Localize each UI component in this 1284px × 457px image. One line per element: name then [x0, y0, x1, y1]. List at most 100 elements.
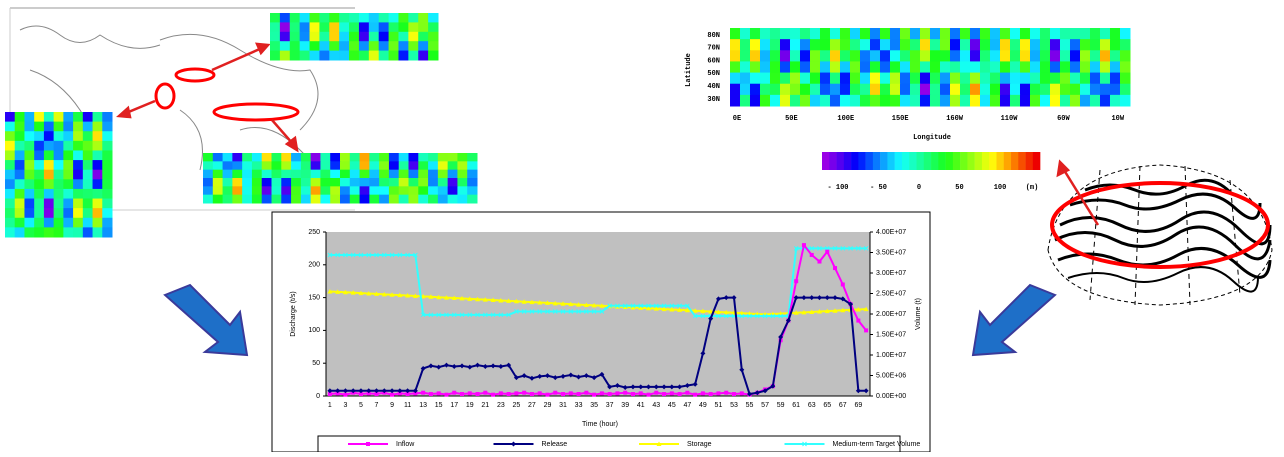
heatmap-cell [1120, 61, 1131, 73]
heatmap-cell [213, 161, 223, 170]
heatmap-cell [740, 28, 751, 40]
marker [514, 391, 518, 395]
heatmap-cell [990, 39, 1001, 51]
heatmap-cell [213, 170, 223, 179]
heatmap-cell [73, 141, 83, 151]
heatmap-cell [760, 73, 771, 85]
heatmap-cell [820, 73, 831, 85]
colorbar-swatch [946, 152, 954, 170]
heatmap-cell [232, 186, 242, 195]
heatmap-cell [1080, 39, 1091, 51]
heatmap-cell [102, 122, 112, 132]
marker [817, 260, 821, 264]
heatmap-cell [311, 170, 321, 179]
heatmap-cell [457, 170, 467, 179]
heatmap-cell [940, 50, 951, 62]
x-tick-label: 33 [575, 402, 583, 409]
heatmap-cell [1030, 61, 1041, 73]
heatmap-cell [990, 84, 1001, 96]
y2-tick-label: 3.00E+07 [876, 270, 906, 277]
heatmap-cell [980, 84, 991, 96]
heatmap-cell [350, 178, 360, 187]
heatmap-cell [1090, 84, 1101, 96]
heatmap-cell [990, 50, 1001, 62]
heatmap-cell [93, 227, 103, 237]
heatmap-cell [339, 41, 349, 51]
marker [429, 392, 433, 396]
heatmap-cell [438, 170, 448, 179]
x-tick-label: 9 [390, 402, 394, 409]
heatmap-cell [369, 186, 379, 195]
heatmap-cell [1090, 28, 1101, 40]
heatmap-cell [1020, 61, 1031, 73]
heatmap-cell [910, 84, 921, 96]
x-axis-title: Time (hour) [582, 421, 618, 428]
heatmap-cell [389, 13, 399, 23]
heatmap-cell [301, 186, 311, 195]
heatmap-cell [242, 195, 252, 204]
heatmap-cell [1120, 39, 1131, 51]
heatmap-cell [102, 218, 112, 228]
heatmap-cell [203, 161, 213, 170]
heatmap-cell [349, 41, 359, 51]
heatmap-cell [54, 150, 64, 160]
longitude-label: 100E [837, 115, 854, 123]
heatmap-cell [203, 153, 213, 162]
heatmap-cell [301, 178, 311, 187]
heatmap-cell [379, 178, 389, 187]
heatmap-cell [740, 39, 751, 51]
heatmap-cell [409, 153, 419, 162]
marker [701, 391, 705, 395]
heatmap-cell [223, 195, 233, 204]
heatmap-cell [34, 189, 44, 199]
legend-label: Medium-term Target Volume [833, 441, 921, 448]
heatmap-cell [810, 28, 821, 40]
heatmap-cell [890, 95, 901, 107]
heatmap-cell [1000, 61, 1011, 73]
heatmap-cell [5, 179, 15, 189]
heatmap-cell [780, 73, 791, 85]
colorbar-label: 50 [955, 184, 963, 192]
heatmap-cell [830, 61, 841, 73]
heatmap-cell [1000, 39, 1011, 51]
heatmap-cell [350, 195, 360, 204]
heatmap-cell [1110, 50, 1121, 62]
heatmap-cell [428, 195, 438, 204]
heatmap-cell [1040, 61, 1051, 73]
marker [530, 392, 534, 396]
heatmap-cell [790, 95, 801, 107]
heatmap-cell [270, 22, 280, 32]
heatmap-cell [54, 218, 64, 228]
heatmap-cell [24, 208, 34, 218]
marker [561, 392, 565, 396]
heatmap-cell [467, 153, 477, 162]
heatmap-cell [5, 141, 15, 151]
x-tick-label: 13 [419, 402, 427, 409]
longitude-label: 110W [1001, 115, 1019, 123]
heatmap-cell [920, 50, 931, 62]
colorbar-swatch [902, 152, 910, 170]
heatmap-cell [1070, 50, 1081, 62]
heatmap-cell [330, 161, 340, 170]
heatmap-cell [339, 32, 349, 42]
heatmap-cell [349, 51, 359, 61]
heatmap-cell [34, 141, 44, 151]
heatmap-cell [223, 161, 233, 170]
x-tick-label: 59 [777, 402, 785, 409]
heatmap-cell [339, 13, 349, 23]
heatmap-cell [93, 170, 103, 180]
heatmap-cell [15, 131, 25, 141]
heatmap-cell [252, 195, 262, 204]
heatmap-cell [5, 218, 15, 228]
colorbar-swatch [873, 152, 881, 170]
heatmap-cell [63, 112, 73, 122]
heatmap-cell [950, 95, 961, 107]
heatmap-cell [880, 28, 891, 40]
heatmap-cell [83, 208, 93, 218]
heatmap-cell [310, 22, 320, 32]
heatmap-cell [448, 195, 458, 204]
heatmap-cell [389, 170, 399, 179]
heatmap-cell [102, 150, 112, 160]
marker [639, 391, 643, 395]
heatmap-cell [860, 28, 871, 40]
